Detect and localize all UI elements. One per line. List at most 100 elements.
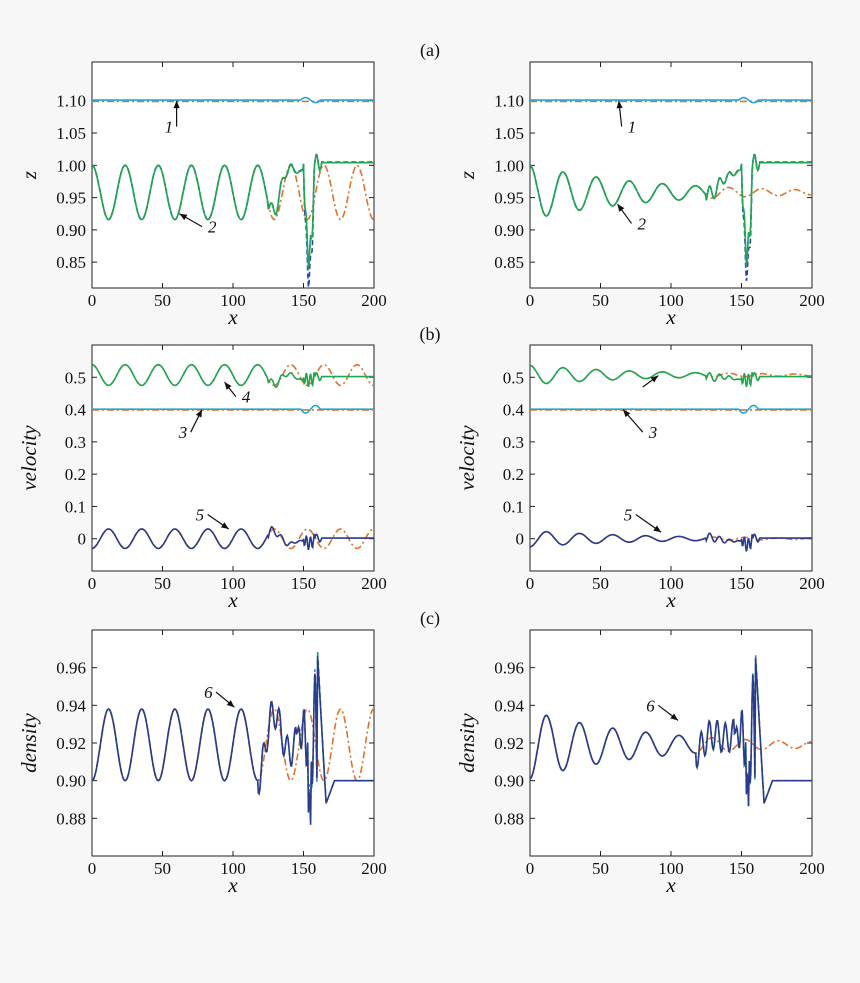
x-tick-label: 200 (799, 574, 825, 593)
series-line (530, 154, 812, 264)
series-line (92, 404, 374, 414)
y-tick-label: 0.88 (494, 809, 524, 828)
x-tick-label: 150 (729, 859, 755, 878)
x-tick-label: 150 (729, 291, 755, 310)
y-tick-label: 0.90 (56, 772, 86, 791)
x-tick-label: 50 (592, 574, 609, 593)
annotation-label: 1 (628, 118, 637, 137)
annotation-arrowhead (650, 375, 659, 383)
plot-frame (91, 61, 375, 289)
annotation-label: 3 (648, 423, 658, 442)
series-line (92, 363, 374, 389)
x-tick-label: 0 (526, 574, 535, 593)
x-tick-label: 150 (729, 574, 755, 593)
annotation-arrowhead (195, 409, 202, 418)
y-tick-label: 0.96 (56, 659, 86, 678)
series-line (92, 96, 374, 104)
annotation-arrowhead (616, 100, 623, 109)
annotation-arrowhead (173, 100, 180, 109)
y-tick-label: 0.96 (494, 659, 524, 678)
x-tick-label: 150 (291, 291, 317, 310)
annotation-arrowhead (617, 204, 625, 212)
y-tick-label: 1.10 (494, 92, 524, 111)
x-tick-label: 50 (592, 291, 609, 310)
x-tick-label: 200 (361, 291, 387, 310)
y-tick-label: 0.2 (503, 465, 524, 484)
x-axis-label: x (227, 305, 238, 329)
x-tick-label: 150 (291, 859, 317, 878)
y-axis-label: density (17, 713, 41, 773)
x-tick-label: 200 (799, 859, 825, 878)
plot-frame (91, 344, 375, 572)
annotation-label: 3 (178, 423, 188, 442)
series-line (92, 525, 374, 551)
series-group (92, 650, 374, 825)
series-group (92, 96, 374, 288)
chart-b-left: 0 50 100 150 200 0 0.1 0.2 0.3 0.4 0.5 x velocity 3 4 5 (17, 344, 387, 612)
series-group (530, 96, 812, 281)
annotation-arrowhead (220, 522, 229, 530)
y-tick-label: 0.95 (56, 189, 86, 208)
y-tick-label: 0 (78, 530, 87, 549)
panel-label-c: (c) (420, 608, 440, 629)
x-tick-label: 50 (154, 859, 171, 878)
x-tick-label: 100 (658, 291, 684, 310)
annotation-arrowhead (623, 409, 631, 418)
y-tick-label: 0.85 (494, 253, 524, 272)
x-axis-label: x (665, 588, 676, 612)
y-tick-label: 0 (516, 530, 525, 549)
annotation-arrowhead (179, 213, 188, 221)
y-tick-label: 0.94 (494, 696, 524, 715)
y-tick-label: 0.94 (56, 696, 86, 715)
x-tick-label: 0 (526, 291, 535, 310)
y-axis-label: z (17, 171, 41, 180)
chart-a-left: 0 50 100 150 200 0.85 0.90 0.95 1.00 1.05 1.10 x z 1 2 (17, 61, 387, 329)
series-group (92, 363, 374, 551)
panel-label-a: (a) (420, 40, 440, 61)
y-tick-label: 1.05 (494, 124, 524, 143)
panel-label-b: (b) (420, 324, 441, 345)
y-tick-label: 0.2 (65, 465, 86, 484)
chart-b-right: 0 50 100 150 200 0 0.1 0.2 0.3 0.4 0.5 x velocity 3 5 (455, 344, 825, 612)
series-group (530, 654, 812, 807)
y-tick-label: 0.1 (503, 497, 524, 516)
x-tick-label: 0 (88, 574, 97, 593)
x-tick-label: 100 (220, 574, 246, 593)
y-tick-label: 0.5 (503, 368, 524, 387)
x-tick-label: 100 (658, 859, 684, 878)
y-tick-label: 1.05 (56, 124, 86, 143)
x-tick-label: 200 (361, 574, 387, 593)
annotation-label: 6 (204, 683, 213, 702)
y-tick-label: 1.00 (56, 156, 86, 175)
series-line (530, 364, 812, 388)
x-tick-label: 200 (799, 291, 825, 310)
y-tick-label: 0.4 (65, 401, 87, 420)
x-axis-label: x (665, 305, 676, 329)
series-line (92, 154, 374, 267)
chart-c-left: 0 50 100 150 200 0.88 0.90 0.92 0.94 0.96 x density… (17, 629, 387, 897)
annotation-label: 4 (242, 388, 251, 407)
y-axis-label: velocity (455, 425, 479, 491)
y-tick-label: 0.5 (65, 368, 86, 387)
y-tick-label: 0.1 (65, 497, 86, 516)
y-tick-label: 0.85 (56, 253, 86, 272)
y-axis-label: density (455, 713, 479, 773)
series-line (530, 364, 812, 385)
y-tick-label: 0.4 (503, 401, 525, 420)
x-tick-label: 150 (291, 574, 317, 593)
series-line (530, 404, 812, 414)
annotation-label: 2 (208, 218, 217, 237)
series-line (530, 96, 812, 104)
x-tick-label: 100 (658, 574, 684, 593)
y-axis-label: z (455, 171, 479, 180)
y-tick-label: 0.3 (503, 433, 524, 452)
y-tick-label: 0.3 (65, 433, 86, 452)
y-tick-label: 1.00 (494, 156, 524, 175)
annotation-arrowhead (224, 382, 232, 390)
annotation-label: 5 (196, 506, 205, 525)
annotation-label: 2 (638, 214, 647, 233)
y-tick-label: 0.90 (494, 221, 524, 240)
annotation-label: 6 (646, 696, 655, 715)
